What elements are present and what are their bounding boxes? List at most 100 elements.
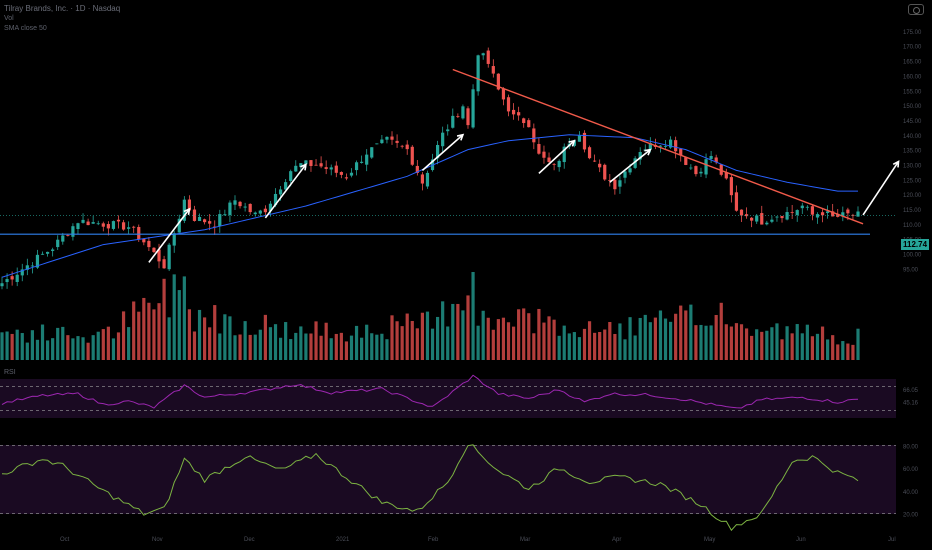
candle-body <box>208 221 212 224</box>
candle-body <box>633 158 637 168</box>
volume-bar <box>177 290 181 360</box>
candle-body <box>856 211 860 217</box>
volume-bar <box>709 325 713 360</box>
candle-body <box>324 167 328 169</box>
candle-body <box>441 132 445 147</box>
volume-bar <box>430 328 435 360</box>
camera-icon[interactable] <box>908 4 924 15</box>
candle-body <box>547 157 551 163</box>
volume-bar <box>577 337 582 360</box>
volume-bar <box>608 322 612 360</box>
price-tick-label: 145.00 <box>903 119 922 125</box>
price-tick-label: 100.00 <box>903 252 922 258</box>
volume-bar <box>623 339 627 360</box>
candle-body <box>284 182 288 190</box>
candle-body <box>329 167 333 170</box>
volume-bar <box>841 341 845 360</box>
candle-body <box>121 222 126 230</box>
candle-body <box>25 265 29 270</box>
volume-bar <box>765 330 769 360</box>
candle-body <box>157 249 161 262</box>
candle-body <box>765 222 769 225</box>
candle-body <box>780 216 784 219</box>
candle-body <box>182 199 186 221</box>
candle-body <box>714 157 718 163</box>
osc-line <box>1 444 859 532</box>
candle-body <box>476 55 480 92</box>
volume-bar <box>456 303 460 360</box>
volume-bar <box>233 335 237 360</box>
price-tick-label: 95.00 <box>903 267 919 273</box>
volume-bar <box>780 339 784 360</box>
volume-bar <box>790 333 794 360</box>
volume-bar <box>831 335 835 360</box>
candle-body <box>390 136 394 140</box>
price-tick-label: 120.00 <box>903 193 922 199</box>
candle-body <box>750 217 754 221</box>
volume-bar <box>826 339 830 360</box>
volume-bar <box>187 309 192 360</box>
candle-body <box>446 129 450 132</box>
volume-bar <box>152 309 156 360</box>
candle-body <box>785 212 789 220</box>
osc-tick-label: 20.00 <box>903 513 919 519</box>
candle-body <box>628 168 632 173</box>
volume-bar <box>668 321 673 360</box>
volume-bar <box>815 333 820 360</box>
volume-bar <box>410 320 414 360</box>
rsi-pane-label: RSI <box>4 369 16 376</box>
candle-body <box>451 115 455 128</box>
arrow-head <box>456 133 465 141</box>
candle-body <box>187 199 192 211</box>
volume-bar <box>466 295 470 360</box>
candle-body <box>268 203 273 212</box>
candle-body <box>218 214 222 227</box>
volume-bar <box>329 338 333 360</box>
volume-bar <box>800 333 804 360</box>
volume-bar <box>319 335 323 360</box>
volume-bar <box>365 324 369 360</box>
volume-bar <box>522 308 526 360</box>
volume-bar <box>542 322 546 360</box>
volume-bar <box>729 326 733 360</box>
candle-body <box>456 116 460 118</box>
candle-body <box>420 174 425 184</box>
candle-body <box>481 53 485 56</box>
volume-bar <box>157 303 161 360</box>
arrow-head <box>892 160 900 168</box>
volume-bar <box>30 330 34 360</box>
volume-bar <box>375 334 379 360</box>
candle-body <box>319 163 323 167</box>
volume-bar <box>633 335 637 360</box>
volume-bar <box>278 337 283 360</box>
candle-body <box>360 161 364 163</box>
candle-body <box>851 214 855 216</box>
candle-body <box>278 189 283 195</box>
candle-body <box>425 172 430 187</box>
volume-bar <box>506 322 511 360</box>
volume-bar <box>96 331 100 360</box>
candle-body <box>638 152 642 160</box>
volume-bar <box>5 331 9 360</box>
volume-bar <box>289 339 293 360</box>
candle-body <box>339 172 343 175</box>
candle-body <box>162 259 166 269</box>
price-tick-label: 130.00 <box>903 163 922 169</box>
candle-body <box>562 146 566 163</box>
candle-body <box>501 88 506 100</box>
volume-bar <box>203 317 207 360</box>
volume-bar <box>613 333 617 360</box>
candle-body <box>349 172 354 176</box>
candle-body <box>694 166 698 175</box>
volume-bar <box>20 333 24 360</box>
volume-bar <box>658 310 663 360</box>
volume-bar <box>699 324 703 360</box>
candle-body <box>517 112 521 116</box>
volume-bar <box>192 331 197 360</box>
volume-bar <box>603 329 607 360</box>
candle-body <box>66 235 70 236</box>
symbol-title[interactable]: Tilray Brands, Inc. · 1D · Nasdaq <box>4 4 121 13</box>
candle-body <box>192 209 197 221</box>
volume-bar <box>461 310 465 360</box>
